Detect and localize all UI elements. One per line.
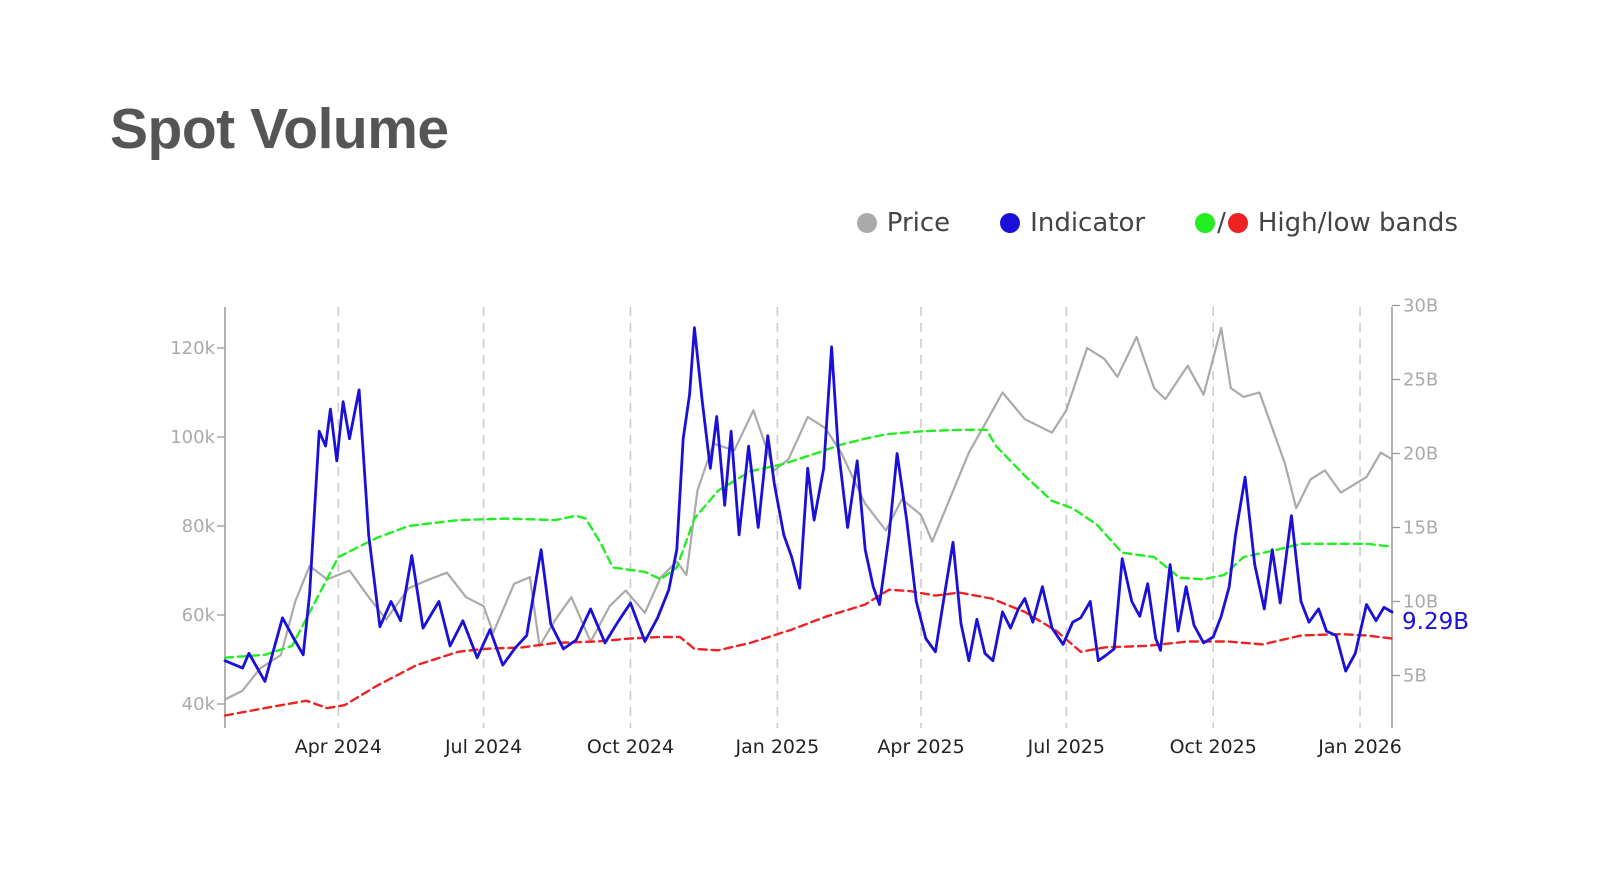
bands-legend-label: High/low bands [1257, 208, 1458, 238]
right-tick-label: 10B [1403, 592, 1438, 613]
right-tick-label: 5B [1403, 666, 1427, 687]
high-band-line [223, 428, 1394, 659]
x-tick-label: Oct 2025 [1170, 736, 1257, 758]
x-tick-label: Jan 2026 [1317, 736, 1402, 758]
legend-slash: / [1217, 208, 1226, 238]
chart-legend: Price Indicator / High/low bands [807, 208, 1458, 238]
price-line [223, 326, 1394, 701]
legend-item-bands[interactable]: / High/low bands [1195, 208, 1458, 238]
right-tick-label: 20B [1403, 444, 1438, 465]
low-band-line [223, 588, 1394, 717]
x-tick-label: Apr 2024 [295, 736, 382, 758]
indicator-line [223, 326, 1394, 683]
x-tick-label: Jul 2024 [444, 736, 522, 758]
x-tick-label: Apr 2025 [877, 736, 964, 758]
legend-item-indicator[interactable]: Indicator [1000, 208, 1145, 238]
legend-item-price[interactable]: Price [856, 208, 951, 238]
low-band-legend-dot [1227, 213, 1248, 233]
x-tick-label: Oct 2024 [587, 736, 674, 758]
indicator-legend-dot [1000, 213, 1021, 233]
left-tick-label: 100k [170, 427, 215, 448]
page-title: Spot Volume [110, 97, 449, 161]
left-tick-label: 120k [170, 338, 215, 359]
right-tick-label: 30B [1403, 296, 1438, 317]
left-tick-label: 80k [182, 516, 216, 537]
price-legend-dot [856, 213, 877, 233]
price-legend-label: Price [886, 208, 951, 238]
left-tick-label: 60k [182, 605, 216, 626]
indicator-legend-label: Indicator [1030, 208, 1146, 238]
right-tick-label: 15B [1403, 518, 1438, 539]
indicator-last-value-label: 9.29B [1402, 609, 1469, 635]
high-band-legend-dot [1195, 213, 1216, 233]
left-tick-label: 40k [182, 694, 216, 715]
right-tick-label: 25B [1403, 370, 1438, 391]
x-tick-label: Jan 2025 [735, 736, 820, 758]
x-tick-label: Jul 2025 [1027, 736, 1105, 758]
